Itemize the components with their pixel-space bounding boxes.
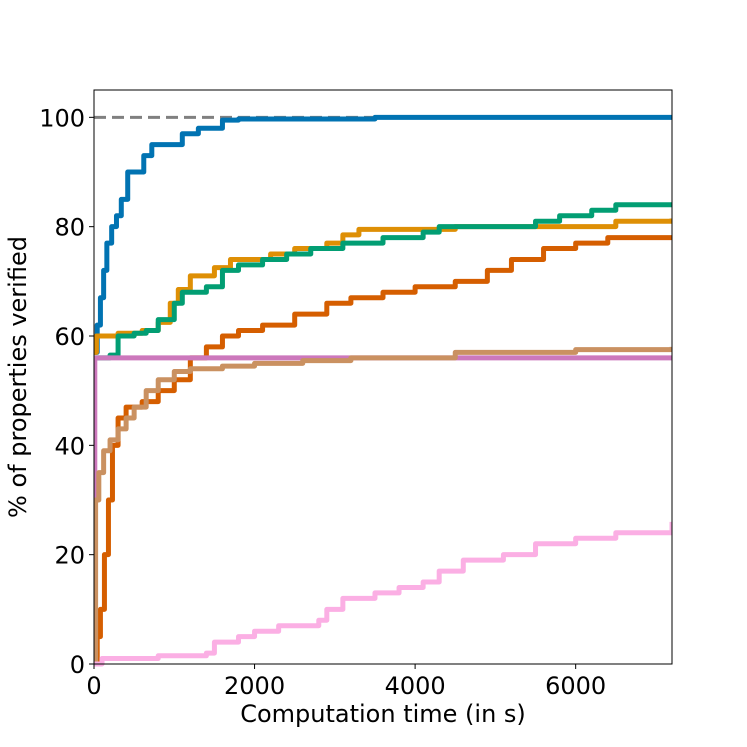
axis-ticks: 0 2000 4000 6000 0 20 40 60 80 100 [39,104,606,700]
y-axis-label: % of properties verified [4,236,32,518]
y-tick-label: 20 [54,542,85,570]
x-tick-label: 0 [86,672,101,700]
plot-frame [93,89,673,665]
y-tick-label: 0 [70,651,85,679]
x-axis-label: Computation time (in s) [240,700,526,728]
y-tick-label: 100 [39,104,85,132]
y-tick-label: 60 [54,323,85,351]
x-tick-label: 2000 [224,672,285,700]
y-tick-label: 40 [54,432,85,460]
series-line-6 [94,346,672,667]
series-line-4 [94,235,672,667]
y-tick-label: 80 [54,214,85,242]
series-line-7 [94,521,672,667]
series-line-1 [94,114,672,355]
series-line-5 [94,355,672,667]
plot-area [94,114,672,667]
x-tick-label: 4000 [385,672,446,700]
x-tick-label: 6000 [545,672,606,700]
series-line-3 [94,202,672,361]
